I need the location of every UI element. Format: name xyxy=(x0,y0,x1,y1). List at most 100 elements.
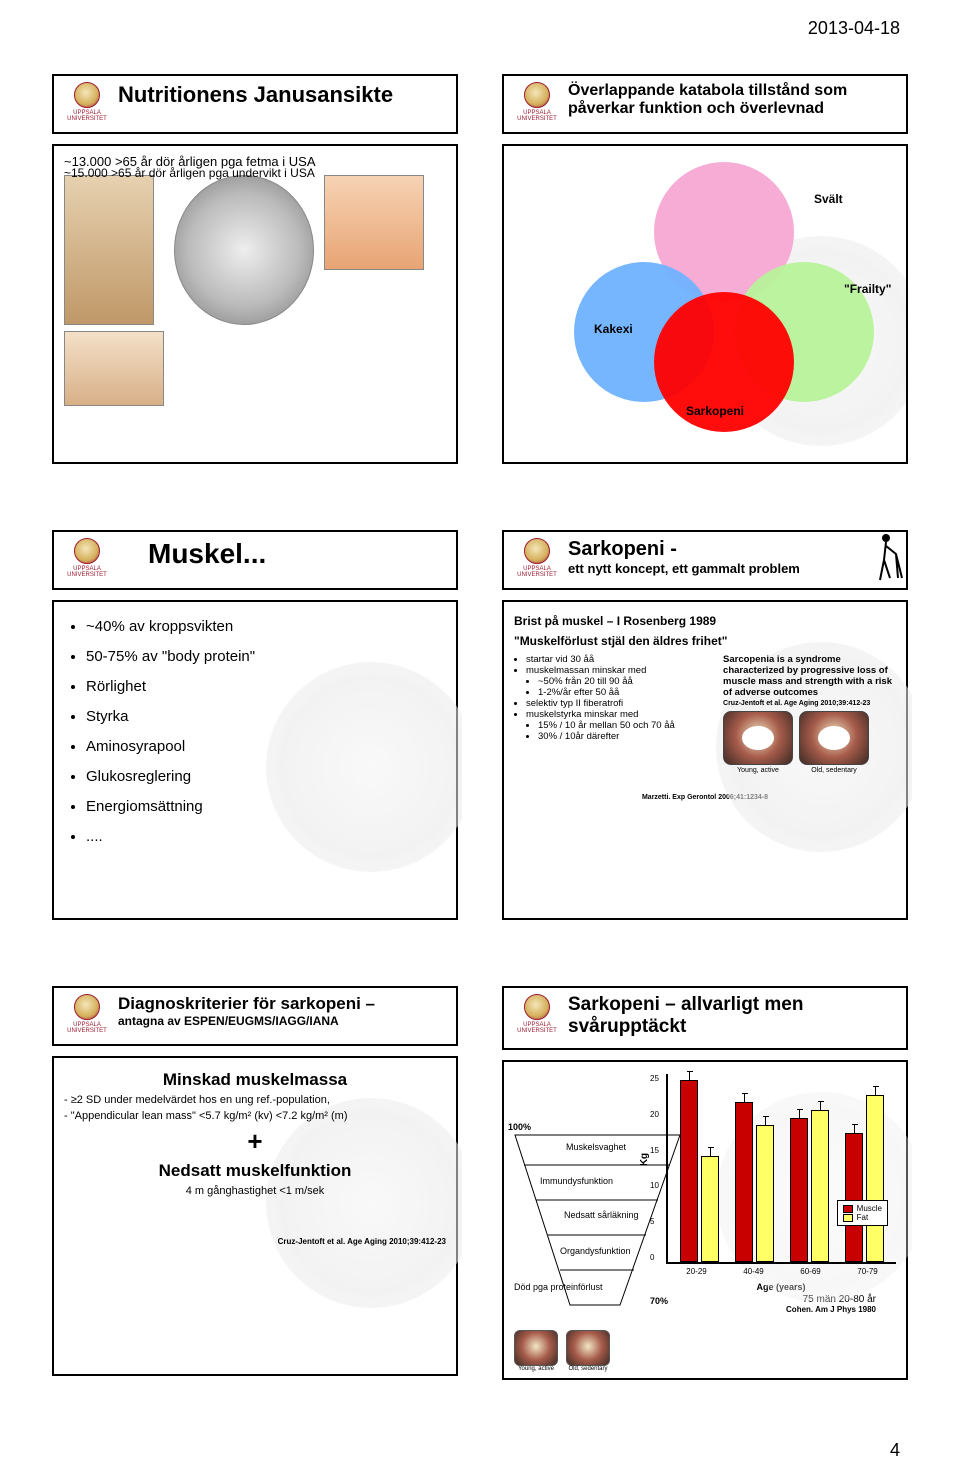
lbl-sarkopeni: Sarkopeni xyxy=(686,404,744,418)
slide-2: UPPSALAUNIVERSITET Överlappande katabola… xyxy=(498,70,912,480)
s3-body: ~40% av kroppsvikten50-75% av "body prot… xyxy=(52,600,458,920)
lbl-kakexi: Kakexi xyxy=(594,322,633,336)
s4-title: Sarkopeni - xyxy=(568,538,800,561)
scan-lbl-young-mini: Young, active xyxy=(514,1366,558,1372)
s5-ref: Cruz-Jentoft et al. Age Aging 2010;39:41… xyxy=(64,1237,446,1246)
s3-titlebox: UPPSALAUNIVERSITET Muskel... xyxy=(52,530,458,590)
ytick: 20 xyxy=(650,1110,659,1119)
s5-subtitle: antagna av ESPEN/EUGMS/IAGG/IANA xyxy=(118,1014,375,1028)
lbl-svalt: Svält xyxy=(814,192,843,206)
s4-right-ref: Cruz-Jentoft et al. Age Aging 2010;39:41… xyxy=(723,700,896,707)
s5-p3: 4 m gånghastighet <1 m/sek xyxy=(64,1185,446,1197)
scan-lbl-old-mini: Old, sedentary xyxy=(566,1366,610,1372)
slide-4: UPPSALAUNIVERSITET Sarkopeni - ett nytt … xyxy=(498,526,912,936)
s4-sub-bullet: 1-2%/år efter 50 åå xyxy=(538,687,717,698)
s2-titlebox: UPPSALAUNIVERSITET Överlappande katabola… xyxy=(502,74,908,134)
slide-3: UPPSALAUNIVERSITET Muskel... ~40% av kro… xyxy=(48,526,462,936)
uppsala-logo: UPPSALA UNIVERSITET xyxy=(64,82,110,122)
fl4: Död pga proteinförlust xyxy=(514,1282,603,1292)
ytick: 25 xyxy=(650,1074,659,1083)
legend-fat: Fat xyxy=(857,1213,869,1222)
s3-bullet: ~40% av kroppsvikten xyxy=(86,613,446,640)
elderly-photo xyxy=(64,331,164,406)
s4-subtitle: ett nytt koncept, ett gammalt problem xyxy=(568,561,800,576)
scan-lbl-young: Young, active xyxy=(723,767,793,774)
header-date: 2013-04-18 xyxy=(808,18,900,39)
s6-body: 100% 70% Muskelsvaghet Immundysfunktion … xyxy=(502,1060,908,1380)
s1-titlebox: UPPSALA UNIVERSITET Nutritionens Janusan… xyxy=(52,74,458,134)
scan-young-mini xyxy=(514,1330,558,1366)
portrait-image xyxy=(64,175,154,325)
uppsala-logo: UPPSALAUNIVERSITET xyxy=(64,994,110,1034)
s5-h1: Minskad muskelmassa xyxy=(64,1070,446,1090)
s5-body: Minskad muskelmassa - ≥2 SD under medelv… xyxy=(52,1056,458,1376)
scan-lbl-old: Old, sedentary xyxy=(799,767,869,774)
s6-titlebox: UPPSALAUNIVERSITET Sarkopeni – allvarlig… xyxy=(502,986,908,1050)
bar-fat xyxy=(756,1125,774,1262)
s1-title: Nutritionens Janusansikte xyxy=(118,82,393,108)
bar-muscle xyxy=(735,1102,753,1262)
funnel-diagram: 100% 70% Muskelsvaghet Immundysfunktion … xyxy=(510,1130,686,1330)
bar-muscle xyxy=(845,1133,863,1262)
uppsala-logo: UPPSALAUNIVERSITET xyxy=(514,994,560,1034)
ct-scan-old xyxy=(799,711,869,765)
s4-bullet: muskelstyrka minskar med15% / 10 år mell… xyxy=(526,709,717,742)
s4-sub-bullet: 30% / 10år därefter xyxy=(538,731,717,742)
s2-title: Överlappande katabola tillstånd som påve… xyxy=(568,82,896,118)
bar-fat xyxy=(811,1110,829,1262)
slide-5: UPPSALAUNIVERSITET Diagnoskriterier för … xyxy=(48,982,462,1392)
s4-bullet: selektiv typ II fiberatrofi xyxy=(526,698,717,709)
bar-fat xyxy=(866,1095,884,1262)
venn-diagram: Svält Kakexi "Frailty" Sarkopeni xyxy=(514,162,896,452)
s1-body: ~13.000 >65 år dör årligen pga fetma i U… xyxy=(52,144,458,464)
fl0: Muskelsvaghet xyxy=(566,1142,626,1152)
s2-body: Svält Kakexi "Frailty" Sarkopeni xyxy=(502,144,908,464)
xtick: 60-69 xyxy=(800,1267,820,1276)
bar-fat xyxy=(701,1156,719,1262)
bar-muscle xyxy=(790,1118,808,1262)
s5-p2: - "Appendicular lean mass" <5.7 kg/m² (k… xyxy=(64,1110,446,1122)
s5-h2: Nedsatt muskelfunktion xyxy=(64,1161,446,1181)
uppsala-logo: UPPSALAUNIVERSITET xyxy=(514,538,560,578)
s5-title: Diagnoskriterier för sarkopeni – xyxy=(118,994,375,1014)
fl3: Organdysfunktion xyxy=(560,1246,631,1256)
pct-100: 100% xyxy=(508,1122,531,1132)
scan-old-mini xyxy=(566,1330,610,1366)
s4-left-bullets: startar vid 30 ååmuskelmassan minskar me… xyxy=(526,654,717,742)
s4-sub-bullet: 15% / 10 år mellan 50 och 70 åå xyxy=(538,720,717,731)
s4-line1: Brist på muskel – I Rosenberg 1989 xyxy=(514,614,896,628)
uppsala-logo: UPPSALAUNIVERSITET xyxy=(514,82,560,122)
walker-icon xyxy=(868,530,908,590)
slide-6: UPPSALAUNIVERSITET Sarkopeni – allvarlig… xyxy=(498,982,912,1392)
xtick: 20-29 xyxy=(686,1267,706,1276)
xtick: 70-79 xyxy=(857,1267,877,1276)
xtick: 40-49 xyxy=(743,1267,763,1276)
janus-coin-image xyxy=(174,175,314,325)
slide-grid: UPPSALA UNIVERSITET Nutritionens Janusan… xyxy=(48,70,912,1402)
uppsala-logo: UPPSALAUNIVERSITET xyxy=(64,538,110,578)
lbl-frailty: "Frailty" xyxy=(844,282,891,296)
s4-right-text: Sarcopenia is a syndrome characterized b… xyxy=(723,654,896,698)
legend-muscle: Muscle xyxy=(857,1204,882,1213)
s5-plus: + xyxy=(64,1126,446,1157)
s6-title: Sarkopeni – allvarligt men svårupptäckt xyxy=(568,994,896,1038)
ct-scan-young xyxy=(723,711,793,765)
chart-legend: Muscle Fat xyxy=(837,1200,888,1226)
s4-body: Brist på muskel – I Rosenberg 1989 "Musk… xyxy=(502,600,908,920)
s3-title: Muskel... xyxy=(148,538,266,570)
s4-bullet: startar vid 30 åå xyxy=(526,654,717,665)
bar-chart: Kg 0510152025 20-2940-4960-6970-79 Muscl… xyxy=(666,1074,896,1264)
fl2: Nedsatt sårläkning xyxy=(564,1210,639,1220)
page-number: 4 xyxy=(890,1440,900,1461)
obese-photo xyxy=(324,175,424,270)
fl1: Immundysfunktion xyxy=(540,1176,613,1186)
slide-1: UPPSALA UNIVERSITET Nutritionens Janusan… xyxy=(48,70,462,480)
s4-titlebox: UPPSALAUNIVERSITET Sarkopeni - ett nytt … xyxy=(502,530,908,590)
s4-sub-bullet: ~50% från 20 till 90 åå xyxy=(538,676,717,687)
s5-p1: - ≥2 SD under medelvärdet hos en ung ref… xyxy=(64,1094,446,1106)
pct-70: 70% xyxy=(650,1296,668,1306)
seal-watermark xyxy=(266,662,462,872)
s5-titlebox: UPPSALAUNIVERSITET Diagnoskriterier för … xyxy=(52,986,458,1046)
s4-bullet: muskelmassan minskar med~50% från 20 til… xyxy=(526,665,717,698)
s1-line2: ~15.000 >65 år dör årligen pga undervikt… xyxy=(64,166,446,180)
